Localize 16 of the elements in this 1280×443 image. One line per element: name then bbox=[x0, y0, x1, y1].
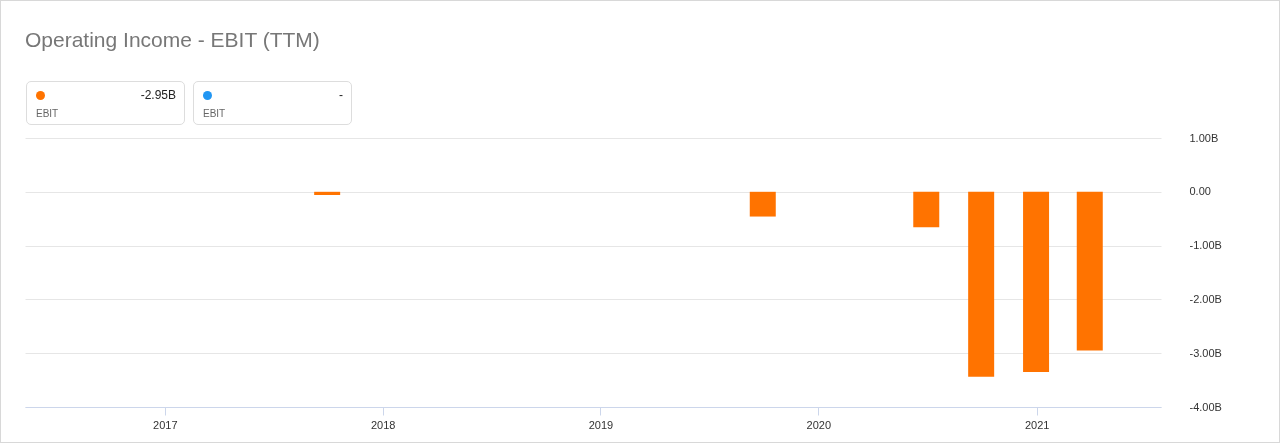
x-tick-label: 2017 bbox=[153, 418, 178, 431]
x-tick-label: 2018 bbox=[370, 418, 396, 431]
x-tick-label: 2019 bbox=[588, 418, 614, 431]
text: - bbox=[339, 88, 343, 102]
y-tick-label: -1.00B bbox=[1189, 239, 1222, 252]
y-tick-label: 0.00 bbox=[1189, 185, 1211, 198]
y-tick-label: -4.00B bbox=[1189, 400, 1222, 413]
text: EBIT bbox=[36, 108, 59, 119]
x-tick-label: 2020 bbox=[806, 418, 831, 431]
y-tick-label: -2.00B bbox=[1189, 292, 1222, 305]
text: EBIT bbox=[203, 108, 226, 119]
x-tick-label: 2021 bbox=[1024, 418, 1050, 431]
chart-title: Operating Income - EBIT (TTM) bbox=[25, 28, 320, 52]
y-tick-label: 1.00B bbox=[1189, 131, 1219, 144]
text: -2.95B bbox=[140, 88, 176, 102]
y-tick-label: -3.00B bbox=[1189, 346, 1222, 359]
